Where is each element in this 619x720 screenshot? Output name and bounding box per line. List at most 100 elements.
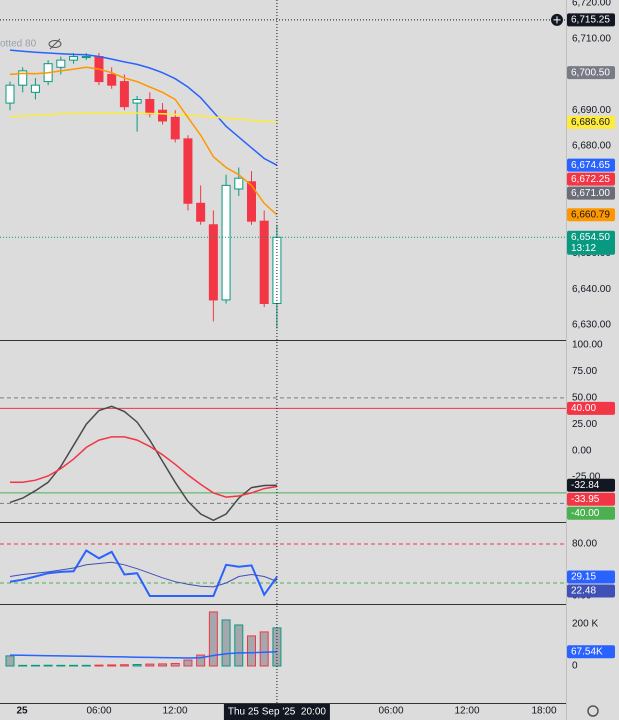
series-line (9, 66, 278, 216)
series-line (9, 561, 278, 588)
candle-body (221, 184, 231, 301)
candle-body (246, 181, 256, 222)
eye-icon (48, 40, 62, 48)
price-badge-label: -40.00 (571, 508, 600, 519)
candle-body (170, 116, 180, 140)
price-badge (567, 645, 615, 659)
series-line (9, 651, 277, 659)
volume-bar (221, 619, 231, 667)
volume-bar (30, 664, 40, 667)
candle-body (69, 56, 79, 61)
volume-bar (69, 664, 79, 667)
price-badge-label: 6,715.25 (571, 15, 610, 26)
volume-bar (119, 664, 129, 667)
price-badge-label: 6,672.25 (571, 174, 610, 185)
x-tick-label: 18:00 (531, 706, 556, 717)
price-badge-label: 6,654.50 (571, 232, 610, 243)
y-tick-label: 6,680.00 (572, 141, 611, 152)
price-badge (567, 13, 615, 27)
price-badge-label: 6,671.00 (571, 188, 610, 199)
crosshair-time-badge (223, 704, 330, 720)
volume-bar (81, 664, 91, 667)
y-tick-label: 0 (572, 661, 578, 672)
candle-body (81, 56, 91, 59)
series-line (9, 549, 278, 597)
volume-bar (259, 631, 269, 667)
candle-body (5, 84, 15, 104)
countdown-label: 13:12 (571, 243, 596, 254)
price-badge (567, 478, 615, 492)
price-badge-label: 6,700.50 (571, 67, 610, 78)
price-badge (567, 158, 615, 172)
y-tick-label: 100.00 (572, 340, 603, 351)
candle-body (107, 73, 117, 86)
x-tick-label: 06:00 (378, 706, 403, 717)
y-tick-label: 6,710.00 (572, 33, 611, 44)
price-badge-label: 67.54K (571, 646, 603, 657)
candle-body (18, 70, 28, 86)
price-badge-label: 6,686.60 (571, 117, 610, 128)
price-badge (567, 584, 615, 598)
series-line (9, 49, 278, 166)
volume-bar (183, 659, 193, 667)
volume-bar (196, 654, 206, 667)
y-tick-label: 25.00 (572, 419, 597, 430)
volume-bar (246, 635, 256, 667)
price-badge (567, 492, 615, 506)
volume-bar (170, 662, 180, 667)
y-tick-label: 0.00 (572, 445, 592, 456)
y-tick-label: 6,690.00 (572, 105, 611, 116)
y-tick-label: 6,720.00 (572, 0, 611, 9)
price-badge (567, 570, 615, 584)
y-tick-label: 75.00 (572, 366, 597, 377)
candle-body (56, 59, 66, 68)
volume-bar (234, 624, 244, 667)
price-badge-label: 40.00 (571, 403, 596, 414)
candle-body (158, 109, 168, 122)
price-badge (567, 506, 615, 520)
price-badge (567, 186, 615, 200)
y-tick-label: 50.00 (572, 392, 597, 403)
volume-bar (145, 663, 155, 667)
candle-body (259, 220, 269, 304)
volume-bar (158, 663, 168, 667)
crosshair-time-label: Thu 25 Sep '25 20:00 (228, 707, 327, 718)
x-tick-label: 12:00 (454, 706, 479, 717)
indicator-label: otted 80 (0, 39, 37, 50)
y-tick-label: 6,640.00 (572, 284, 611, 295)
price-badge (567, 172, 615, 186)
volume-bar (107, 664, 117, 667)
volume-bar (94, 664, 104, 667)
y-tick-label: 6,630.00 (572, 320, 611, 331)
add-alert-plus (553, 16, 561, 24)
volume-bar (56, 664, 66, 667)
volume-bar (5, 655, 15, 667)
price-badge-label: -33.95 (571, 494, 600, 505)
price-badge (567, 208, 615, 222)
gear-icon (587, 705, 599, 717)
candle-body (183, 138, 193, 204)
y-tick-label: -25.00 (572, 472, 601, 483)
price-badge-label: -32.84 (571, 480, 600, 491)
volume-bar (43, 664, 53, 667)
x-tick-label: 06:00 (86, 706, 111, 717)
visibility-icon[interactable] (48, 38, 62, 50)
eye-slash (49, 38, 61, 50)
candle-body (196, 202, 206, 222)
candle-body (30, 84, 40, 93)
candle-body (145, 98, 155, 115)
price-badge-label: 29.15 (571, 572, 596, 583)
settings-icon[interactable] (587, 705, 599, 717)
price-badge-label: 6,660.79 (571, 209, 610, 220)
candle-body (119, 81, 129, 108)
price-badge-label: 6,674.65 (571, 160, 610, 171)
candle-body (234, 177, 244, 190)
series-line (10, 436, 278, 498)
series-line (9, 405, 277, 522)
y-tick-label: 200 K (572, 619, 598, 630)
price-badge (567, 401, 615, 415)
price-badge (567, 115, 615, 129)
x-tick-label: 12:00 (162, 706, 187, 717)
volume-bar (132, 664, 142, 667)
